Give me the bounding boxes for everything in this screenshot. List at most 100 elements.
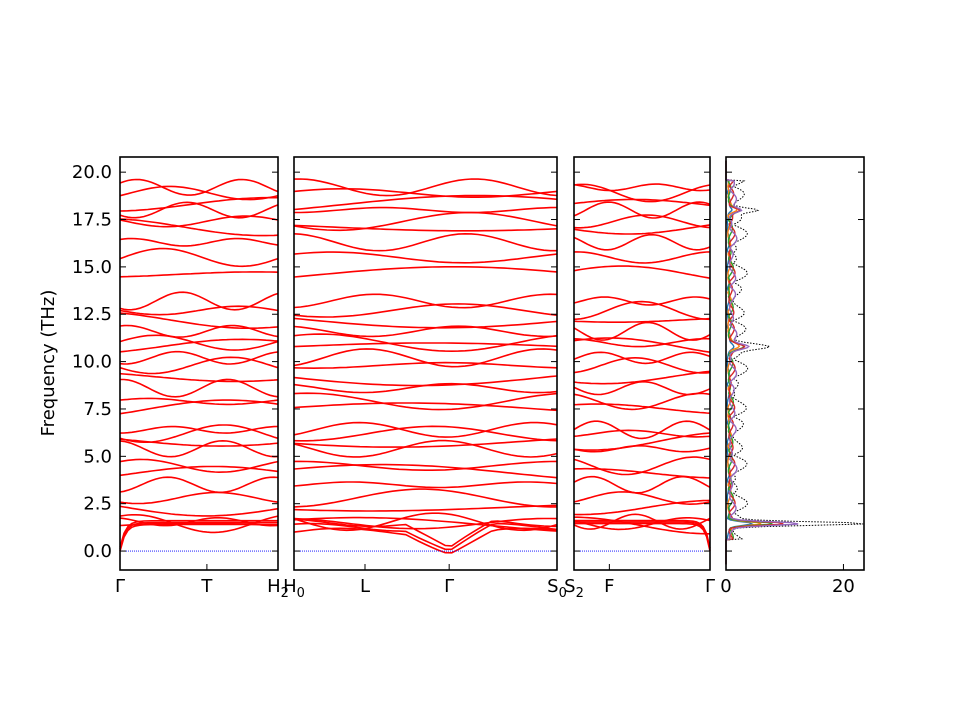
band-line: [119, 196, 278, 212]
band-line: [293, 517, 558, 530]
band-line: [119, 424, 279, 443]
band-line: [119, 505, 279, 517]
band-line: [573, 456, 711, 476]
band-line: [573, 198, 711, 207]
band-line: [573, 265, 711, 279]
band-line: [119, 178, 279, 196]
band-line: [293, 481, 558, 489]
panel-frame: [119, 156, 279, 571]
band-line: [293, 463, 558, 479]
dos-partial-curve: [725, 160, 799, 565]
band-line: [293, 251, 558, 264]
band-line: [574, 251, 711, 264]
band-line: [293, 303, 558, 318]
band-line: [293, 375, 558, 387]
band-line: [293, 178, 558, 197]
dos-x-tick-label: 20: [832, 576, 855, 597]
band-line: [293, 512, 558, 532]
band-line: [573, 296, 711, 306]
acoustic-branch: [574, 522, 711, 552]
y-tick-label: 10.0: [72, 352, 112, 373]
band-line: [293, 266, 558, 278]
band-line: [573, 214, 711, 229]
band-line: [573, 432, 711, 451]
band-line: [293, 325, 558, 338]
band-line: [573, 475, 711, 494]
band-line: [119, 185, 279, 201]
band-line: [293, 333, 558, 353]
band-line: [573, 445, 711, 453]
y-tick-label: 5.0: [83, 446, 112, 467]
band-line: [293, 392, 558, 411]
dos-panel: 0 20: [720, 156, 865, 597]
y-tick-label: 20.0: [72, 162, 112, 183]
dos-partial-curve: [725, 160, 784, 565]
band-line: [293, 438, 558, 448]
band-line: [119, 237, 279, 247]
y-tick-label: 12.5: [72, 304, 112, 325]
band-line: [573, 224, 711, 235]
x-tick-label: Γ: [444, 576, 454, 597]
band-line: [119, 491, 279, 505]
acoustic-branch: [574, 521, 711, 550]
boundary-label-right: S2: [564, 576, 584, 601]
band-line: [573, 233, 711, 251]
dos-frame: [725, 156, 865, 571]
acoustic-branch: [119, 523, 278, 552]
band-line: [119, 397, 279, 406]
band-line: [573, 321, 711, 341]
band-line: [293, 293, 558, 309]
dos-x-tick-label: 0: [720, 576, 731, 597]
band-line: [293, 402, 558, 412]
band-line: [119, 476, 279, 494]
acoustic-branch: [119, 521, 278, 550]
band-line: [573, 337, 711, 353]
x-tick-label: L: [360, 576, 370, 597]
band-line: [294, 460, 558, 471]
band-line: [573, 183, 711, 203]
band-line: [119, 334, 279, 351]
band-line: [119, 425, 279, 434]
band-line: [119, 271, 279, 278]
x-tick-label: Γ: [705, 576, 715, 597]
band-line: [120, 378, 279, 398]
acoustic-branch: [119, 519, 278, 548]
band-line: [573, 403, 711, 414]
band-line: [573, 499, 711, 516]
band-line: [293, 516, 558, 532]
boundary-label-left: S0: [547, 576, 567, 601]
band-line: [293, 488, 557, 508]
y-tick-label: 7.5: [83, 399, 112, 420]
band-line: [119, 399, 279, 415]
y-tick-label: 15.0: [72, 257, 112, 278]
band-line: [293, 425, 558, 442]
x-tick-label: F: [604, 576, 614, 597]
band-line: [293, 504, 558, 512]
band-line: [119, 350, 279, 365]
band-line: [119, 218, 279, 237]
band-line: [119, 247, 279, 268]
band-line: [293, 439, 558, 458]
band-line: [573, 420, 711, 440]
band-line: [573, 429, 711, 438]
y-axis-label: Frequency (THz): [38, 290, 59, 437]
dos-total-curve: [725, 160, 864, 565]
band-line: [119, 305, 279, 316]
band-line: [293, 342, 558, 348]
band-line: [119, 312, 279, 329]
band-line: [119, 439, 279, 458]
band-line: [573, 183, 711, 192]
band-line: [573, 201, 711, 219]
acoustic-branch: [293, 522, 558, 551]
band-line: [573, 517, 711, 531]
band-line: [573, 491, 711, 506]
band-line: [294, 206, 558, 214]
dos-partial-curve: [725, 160, 755, 565]
band-line: [573, 356, 711, 374]
band-line: [293, 317, 558, 329]
band-line: [293, 348, 558, 368]
